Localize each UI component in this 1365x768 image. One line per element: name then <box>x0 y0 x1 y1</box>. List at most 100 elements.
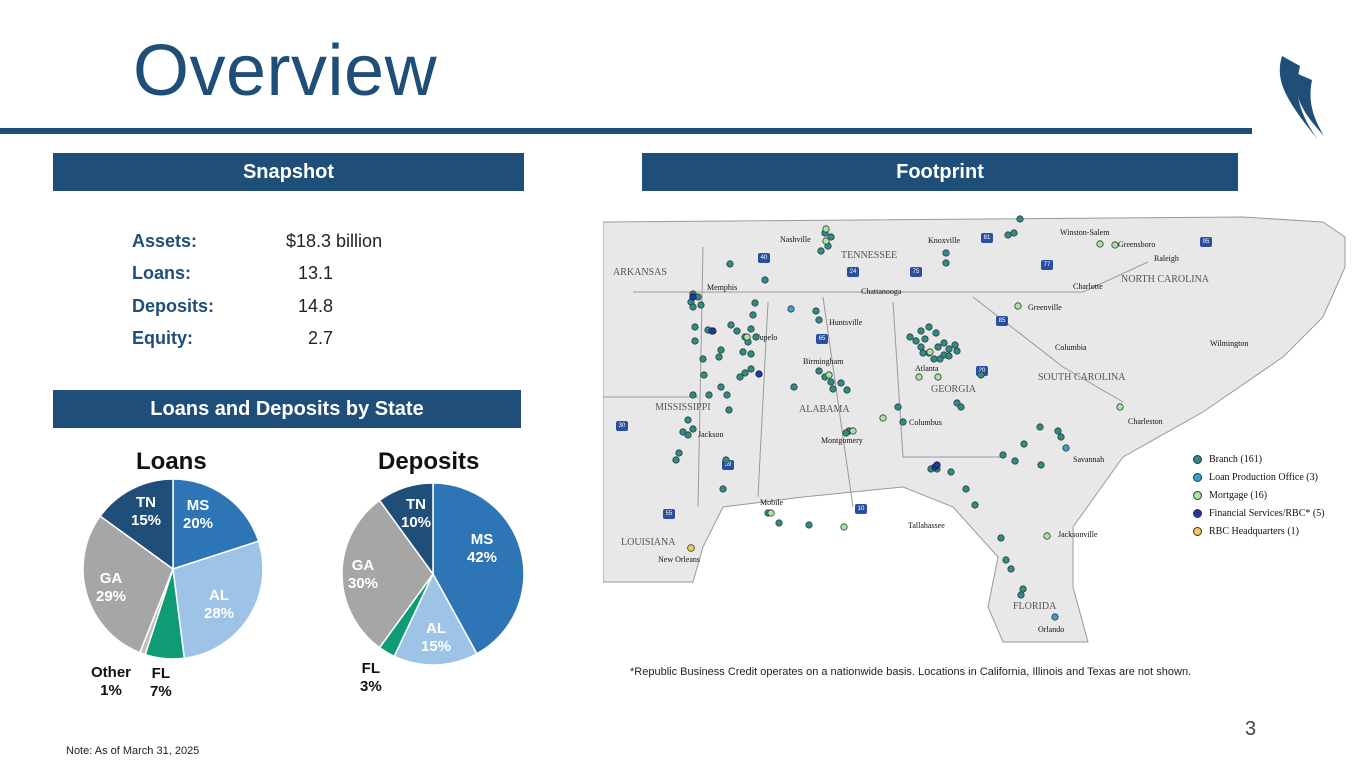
title-divider <box>0 128 1252 134</box>
branch-marker <box>912 337 920 345</box>
legend-item-rbc-hq: RBC Headquarters (1) <box>1193 522 1325 540</box>
as-of-note: Note: As of March 31, 2025 <box>66 745 200 757</box>
interstate-shield-icon: 59 <box>722 460 734 470</box>
mortgage-marker <box>879 414 887 422</box>
branch-marker <box>717 383 725 391</box>
by-state-banner: Loans and Deposits by State <box>53 390 521 428</box>
loan-office-marker <box>1051 613 1059 621</box>
loans-label-ms: MS 20% <box>183 497 214 532</box>
branch-marker <box>775 519 783 527</box>
branch-marker <box>672 456 680 464</box>
branch-marker <box>936 355 944 363</box>
mortgage-marker <box>849 427 857 435</box>
loans-label-ga: GA 29% <box>96 570 127 605</box>
branch-marker <box>1037 461 1045 469</box>
branch-marker <box>812 307 820 315</box>
city-label: Atlanta <box>915 364 939 373</box>
city-label: Wilmington <box>1210 339 1249 348</box>
branch-marker <box>917 327 925 335</box>
interstate-shield-icon: 95 <box>1200 237 1212 247</box>
deposits-label-al: AL 15% <box>421 620 452 655</box>
mortgage-legend-icon <box>1193 490 1202 500</box>
branch-marker <box>691 337 699 345</box>
financial-services-markers <box>689 293 941 471</box>
legend-label: Branch (161) <box>1209 453 1263 465</box>
deposits-label-fl: FL 3% <box>360 660 382 695</box>
city-label: Huntsville <box>829 318 863 327</box>
snapshot-value: 14.8 <box>298 296 334 316</box>
city-label: Birmingham <box>803 357 844 366</box>
rbc-footnote: *Republic Business Credit operates on a … <box>630 666 1192 678</box>
branch-marker <box>726 260 734 268</box>
branch-marker <box>953 347 961 355</box>
branch-marker <box>790 383 798 391</box>
loan-office-legend-icon <box>1193 472 1202 482</box>
mortgage-marker <box>915 373 923 381</box>
city-label: New Orleans <box>658 555 700 564</box>
deposits-pie-chart <box>341 482 525 666</box>
map-land <box>602 216 1346 643</box>
branch-marker <box>689 391 697 399</box>
branch-marker <box>761 276 769 284</box>
interstate-shield-icon: 75 <box>910 267 922 277</box>
branch-marker <box>906 333 914 341</box>
branch-marker <box>962 485 970 493</box>
branch-marker <box>689 425 697 433</box>
branch-marker <box>700 371 708 379</box>
branch-legend-icon <box>1193 454 1202 464</box>
legend-item-mortgage: Mortgage (16) <box>1193 486 1325 504</box>
mortgage-marker <box>840 523 848 531</box>
interstate-shield-icon: 40 <box>758 253 770 263</box>
state-label-tennessee: TENNESSEE <box>841 250 898 261</box>
city-label: Winston-Salem <box>1060 228 1110 237</box>
snapshot-label: Assets: <box>132 231 198 251</box>
city-label: Tallahassee <box>908 521 945 530</box>
city-label: Columbus <box>909 418 942 427</box>
branch-marker <box>675 449 683 457</box>
branch-marker <box>689 303 697 311</box>
branch-marker <box>1010 229 1018 237</box>
branch-marker <box>899 418 907 426</box>
branch-marker <box>733 327 741 335</box>
branch-marker <box>741 369 749 377</box>
mortgage-marker <box>1014 302 1022 310</box>
branch-marker <box>725 406 733 414</box>
rbc-headquarters-marker <box>687 544 695 552</box>
city-label: Nashville <box>780 235 811 244</box>
deposits-label-ga: GA 30% <box>348 557 379 592</box>
branch-marker <box>945 352 953 360</box>
branch-marker <box>827 378 835 386</box>
city-label: Tupelo <box>755 333 778 342</box>
branch-marker <box>1036 423 1044 431</box>
city-label: Orlando <box>1038 625 1065 634</box>
branch-marker <box>843 386 851 394</box>
snapshot-label: Loans: <box>132 263 192 283</box>
city-label: Savannah <box>1073 455 1105 464</box>
state-label-south-carolina: SOUTH CAROLINA <box>1038 372 1126 383</box>
interstate-shield-icon: 85 <box>996 316 1008 326</box>
branch-marker <box>752 333 760 341</box>
state-label-georgia: GEORGIA <box>931 384 976 395</box>
footprint-banner: Footprint <box>642 153 1238 191</box>
branch-marker <box>747 325 755 333</box>
financial-services-marker <box>755 370 763 378</box>
pie-slice-tn <box>378 482 434 577</box>
interstate-shield-icon: 24 <box>847 267 859 277</box>
branch-marker <box>749 311 757 319</box>
interstate-shield-icon: 30 <box>616 421 628 431</box>
snapshot-value: 13.1 <box>298 263 334 283</box>
branch-marker <box>1020 440 1028 448</box>
mortgage-marker <box>822 237 830 245</box>
branch-marker <box>805 521 813 529</box>
loans-label-other: Other 1% <box>91 664 132 699</box>
branch-marker <box>739 348 747 356</box>
branch-marker <box>1007 565 1015 573</box>
branch-marker <box>817 247 825 255</box>
interstate-shield-icon: 77 <box>1041 260 1053 270</box>
branch-marker <box>1054 427 1062 435</box>
city-label: Montgomery <box>821 436 863 445</box>
pie-slice-ga <box>82 515 174 654</box>
branch-marker <box>971 501 979 509</box>
snapshot-value: $18.3 billion <box>286 231 383 251</box>
state-label-arkansas: ARKANSAS <box>613 267 667 278</box>
